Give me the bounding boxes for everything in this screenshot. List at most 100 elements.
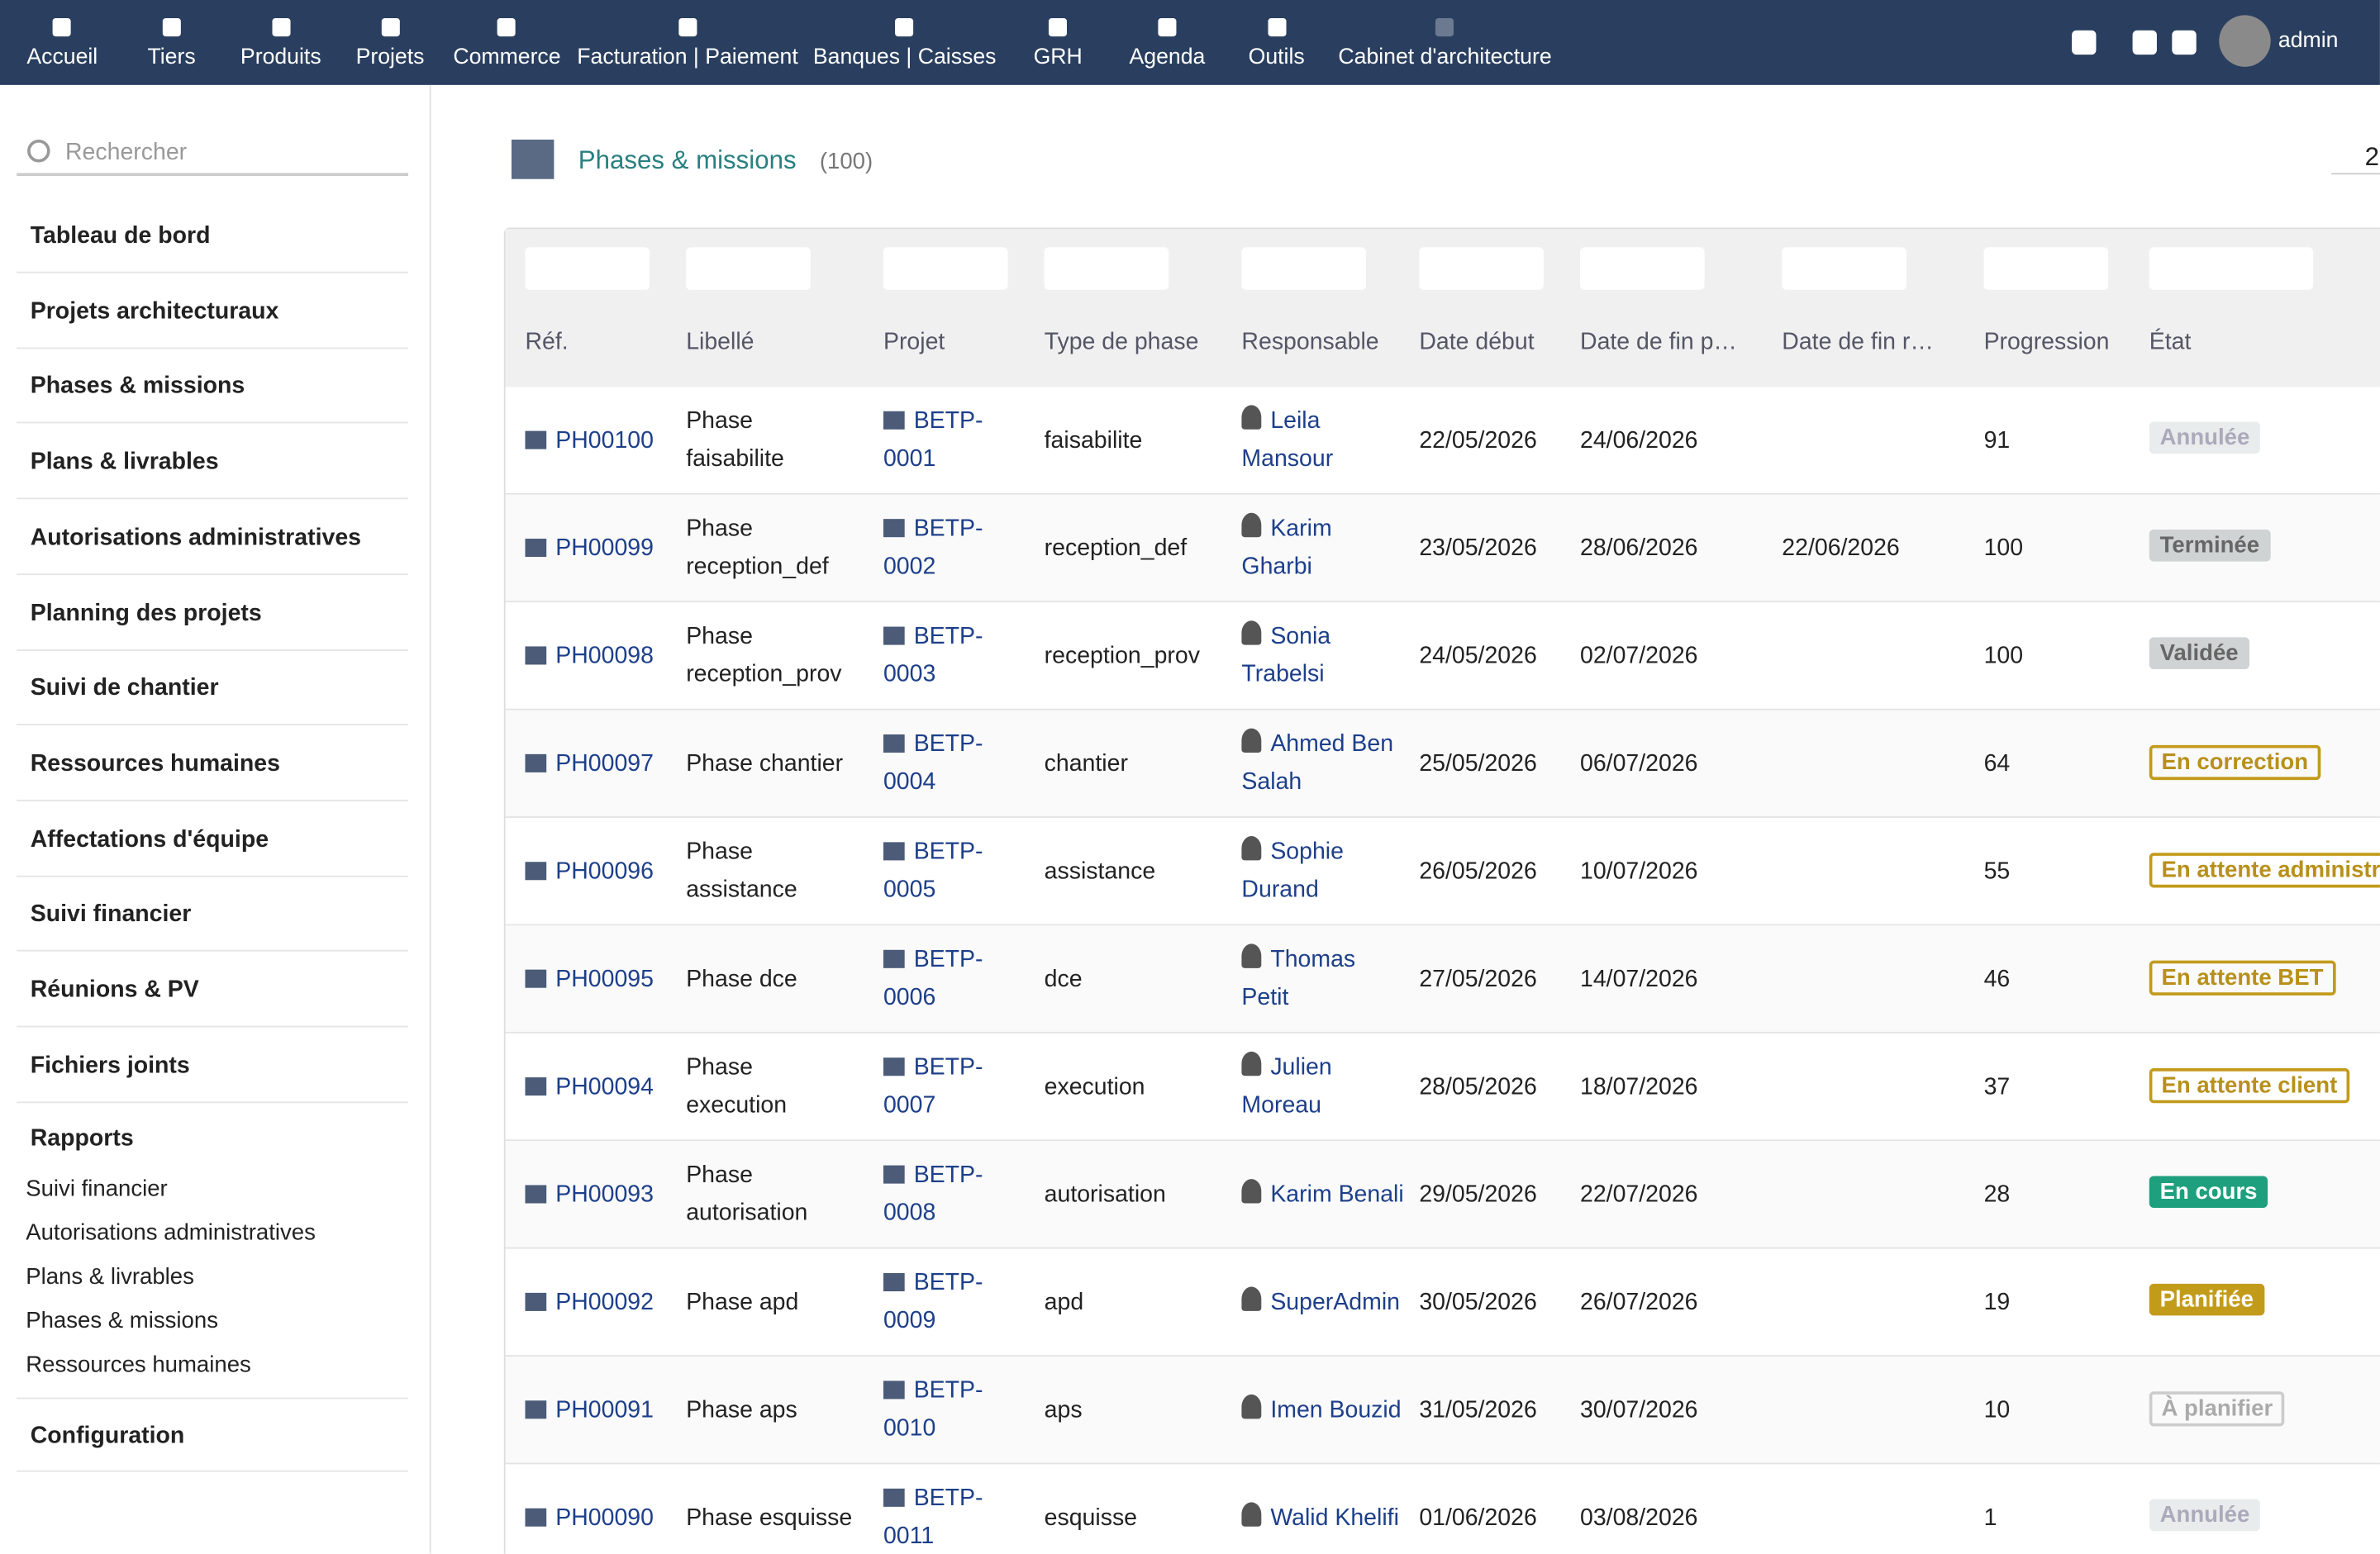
column-filter[interactable] (686, 247, 811, 290)
cell-link[interactable]: PH00099 (525, 529, 654, 567)
cell-link[interactable]: SuperAdmin (1241, 1283, 1400, 1321)
column-filter[interactable] (1044, 247, 1169, 290)
sidebar-item[interactable]: Projets architecturaux (17, 274, 409, 349)
link-text[interactable]: BETP-0003 (883, 623, 983, 688)
toolbar-icon[interactable] (2132, 30, 2157, 55)
link-text[interactable]: BETP-0002 (883, 516, 983, 580)
column-header[interactable]: Projet (883, 329, 945, 355)
nav-item[interactable]: Agenda (1129, 0, 1206, 85)
column-filter[interactable] (525, 247, 650, 290)
link-text[interactable]: PH00100 (555, 427, 654, 454)
nav-item[interactable]: Tiers (147, 0, 196, 85)
cell-link[interactable]: BETP-0003 (883, 618, 1020, 694)
nav-item[interactable]: Commerce (453, 0, 561, 85)
cell-link[interactable]: BETP-0004 (883, 725, 1020, 801)
sidebar-item[interactable]: Affectations d'équipe (17, 802, 409, 877)
nav-label[interactable]: Tiers (147, 45, 196, 70)
column-header[interactable]: Réf. (525, 329, 569, 355)
link-text[interactable]: Julien Moreau (1241, 1054, 1332, 1119)
nav-label[interactable]: Outils (1248, 45, 1305, 70)
link-text[interactable]: BETP-0007 (883, 1054, 983, 1119)
cell-link[interactable]: PH00091 (525, 1390, 654, 1428)
column-filter[interactable] (1580, 247, 1705, 290)
sidebar-item[interactable]: Phases & missions (17, 349, 409, 425)
nav-label[interactable]: Accueil (26, 45, 98, 70)
cell-link[interactable]: PH00096 (525, 852, 654, 890)
link-text[interactable]: Leila Mansour (1241, 408, 1334, 473)
user-name[interactable]: admin (2278, 28, 2339, 54)
toolbar-icon[interactable] (2172, 30, 2197, 55)
nav-item[interactable]: Outils (1249, 0, 1305, 85)
cell-link[interactable]: PH00093 (525, 1176, 654, 1214)
nav-label[interactable]: Banques | Caisses (812, 45, 997, 70)
link-text[interactable]: PH00092 (555, 1289, 654, 1315)
sidebar-item[interactable]: Planning des projets (17, 576, 409, 651)
cell-link[interactable]: Sonia Trabelsi (1241, 618, 1408, 694)
column-filter[interactable] (1241, 247, 1367, 290)
cell-link[interactable]: Sophie Durand (1241, 833, 1408, 909)
report-link[interactable]: Ressources humaines (26, 1352, 251, 1378)
cell-link[interactable]: PH00098 (525, 636, 654, 674)
cell-link[interactable]: PH00090 (525, 1499, 654, 1537)
nav-label[interactable]: Agenda (1129, 45, 1206, 70)
sidebar-item[interactable]: Ressources humaines (17, 727, 409, 801)
sidebar-item[interactable]: Autorisations administratives (17, 501, 409, 575)
link-text[interactable]: PH00096 (555, 858, 654, 884)
cell-link[interactable]: BETP-0011 (883, 1480, 1020, 1554)
sidebar-section[interactable]: Rapports (30, 1125, 134, 1152)
cell-link[interactable]: Imen Bouzid (1241, 1390, 1402, 1428)
link-text[interactable]: BETP-0011 (883, 1485, 983, 1550)
cell-link[interactable]: PH00100 (525, 421, 654, 459)
page-input[interactable]: 2 (2331, 143, 2380, 175)
column-header[interactable]: Date début (1419, 329, 1535, 355)
user-menu[interactable]: admin (2219, 15, 2364, 69)
nav-label[interactable]: Facturation | Paiement (577, 45, 798, 70)
column-header[interactable]: Type de phase (1044, 329, 1199, 355)
nav-label[interactable]: Projets (355, 45, 425, 70)
link-text[interactable]: BETP-0008 (883, 1162, 983, 1227)
sidebar-item[interactable]: Fichiers joints (17, 1029, 409, 1103)
cell-link[interactable]: BETP-0006 (883, 941, 1020, 1017)
cell-link[interactable]: BETP-0005 (883, 833, 1020, 909)
cell-link[interactable]: Ahmed Ben Salah (1241, 725, 1408, 801)
cell-link[interactable]: Walid Khelifi (1241, 1499, 1399, 1537)
nav-item[interactable]: Accueil (26, 0, 98, 85)
link-text[interactable]: BETP-0005 (883, 839, 983, 903)
cell-link[interactable]: PH00092 (525, 1283, 654, 1321)
column-header[interactable]: Progression (1983, 329, 2110, 355)
nav-label[interactable]: Cabinet d'architecture (1338, 45, 1552, 70)
link-text[interactable]: BETP-0001 (883, 408, 983, 473)
cell-link[interactable]: PH00097 (525, 744, 654, 782)
report-link[interactable]: Phases & missions (26, 1308, 218, 1334)
link-text[interactable]: Karim Gharbi (1241, 516, 1332, 580)
cell-link[interactable]: Karim Benali (1241, 1176, 1404, 1214)
link-text[interactable]: BETP-0004 (883, 731, 983, 796)
cell-link[interactable]: Julien Moreau (1241, 1048, 1408, 1124)
link-text[interactable]: BETP-0009 (883, 1270, 983, 1334)
nav-item[interactable]: Facturation | Paiement (577, 0, 798, 85)
column-header[interactable]: Libellé (686, 329, 754, 355)
nav-item[interactable]: Cabinet d'architecture (1338, 0, 1552, 85)
nav-item[interactable]: Produits (240, 0, 321, 85)
link-text[interactable]: PH00091 (555, 1396, 654, 1423)
nav-label[interactable]: GRH (1033, 45, 1083, 70)
link-text[interactable]: Sonia Trabelsi (1241, 623, 1331, 688)
column-filter[interactable] (1419, 247, 1544, 290)
cell-link[interactable]: BETP-0008 (883, 1157, 1020, 1233)
column-filter[interactable] (1983, 247, 2109, 290)
link-text[interactable]: Thomas Petit (1241, 947, 1356, 1011)
nav-item[interactable]: GRH (1034, 0, 1083, 85)
column-header[interactable]: Responsable (1241, 329, 1379, 355)
column-header[interactable]: État (2149, 329, 2192, 355)
report-link[interactable]: Suivi financier (26, 1176, 168, 1202)
link-text[interactable]: Sophie Durand (1241, 839, 1344, 903)
cell-link[interactable]: BETP-0009 (883, 1264, 1020, 1340)
link-text[interactable]: BETP-0010 (883, 1377, 983, 1442)
nav-label[interactable]: Produits (240, 45, 321, 70)
nav-item[interactable]: Banques | Caisses (812, 0, 997, 85)
sidebar-item[interactable]: Configuration (17, 1397, 409, 1472)
sidebar-item[interactable]: Plans & livrables (17, 425, 409, 500)
toolbar-icon[interactable] (2072, 30, 2097, 55)
cell-link[interactable]: BETP-0010 (883, 1371, 1020, 1447)
cell-link[interactable]: BETP-0001 (883, 402, 1020, 478)
